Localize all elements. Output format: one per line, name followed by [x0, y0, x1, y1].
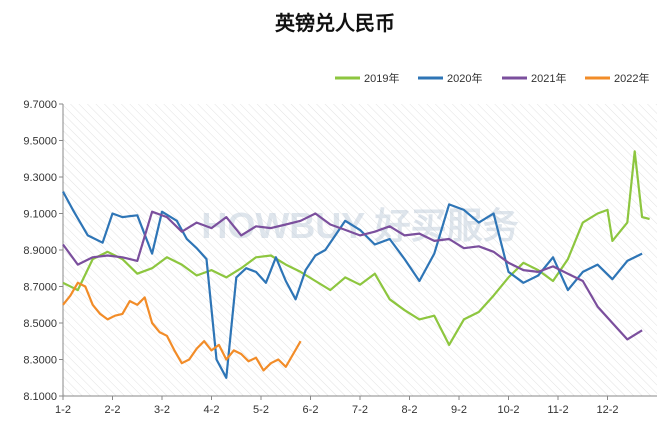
x-tick-label: 3-2: [154, 404, 170, 416]
series-line-2022年: [62, 281, 302, 372]
x-tick-label: 11-2: [547, 404, 568, 416]
series-lines: [62, 150, 650, 379]
x-tick-label: 7-2: [352, 404, 368, 416]
series-line-2019年: [62, 150, 650, 346]
x-tick-label: 5-2: [253, 404, 269, 416]
legend-label: 2021年: [531, 71, 566, 85]
x-tick-label: 6-2: [303, 404, 319, 416]
series-line-2021年: [62, 210, 643, 341]
y-axis: 8.1000 8.3000 8.5000 8.7000 8.9000 9.1000 9.30…: [23, 99, 64, 403]
x-tick-label: 8-2: [402, 404, 418, 416]
y-tick-label: 9.5000: [23, 136, 57, 148]
y-tick-label: 8.9000: [23, 245, 57, 257]
y-tick-label: 8.7000: [23, 282, 57, 294]
series-line-2020年: [62, 191, 643, 379]
legend-label: 2022年: [614, 71, 649, 85]
x-tick-label: 4-2: [204, 404, 220, 416]
x-tick-label: 10-2: [497, 404, 519, 416]
y-tick-label: 9.1000: [23, 209, 57, 221]
legend-label: 2020年: [447, 71, 482, 85]
plot-area: [63, 104, 657, 396]
y-tick-label: 8.1000: [23, 391, 57, 403]
y-tick-label: 8.5000: [23, 318, 57, 330]
x-tick-label: 1-2: [55, 404, 71, 416]
y-tick-label: 8.3000: [23, 355, 57, 367]
legend: 2019年 2020年 2021年 2022年: [335, 71, 649, 85]
watermark: HOWBUY 好买服务: [201, 205, 518, 246]
y-tick-label: 9.7000: [23, 99, 57, 111]
legend-label: 2019年: [364, 71, 399, 85]
x-tick-label: 12-2: [596, 404, 618, 416]
x-tick-label: 2-2: [105, 404, 121, 416]
y-tick-label: 9.3000: [23, 172, 57, 184]
chart-title: 英镑兑人民币: [275, 11, 395, 35]
x-tick-label: 9-2: [451, 404, 467, 416]
x-axis: 1-2 2-2 3-2 4-2 5-2 6-2 7-2 8-2 9-2 10-2 11-2 12-2: [55, 395, 657, 416]
